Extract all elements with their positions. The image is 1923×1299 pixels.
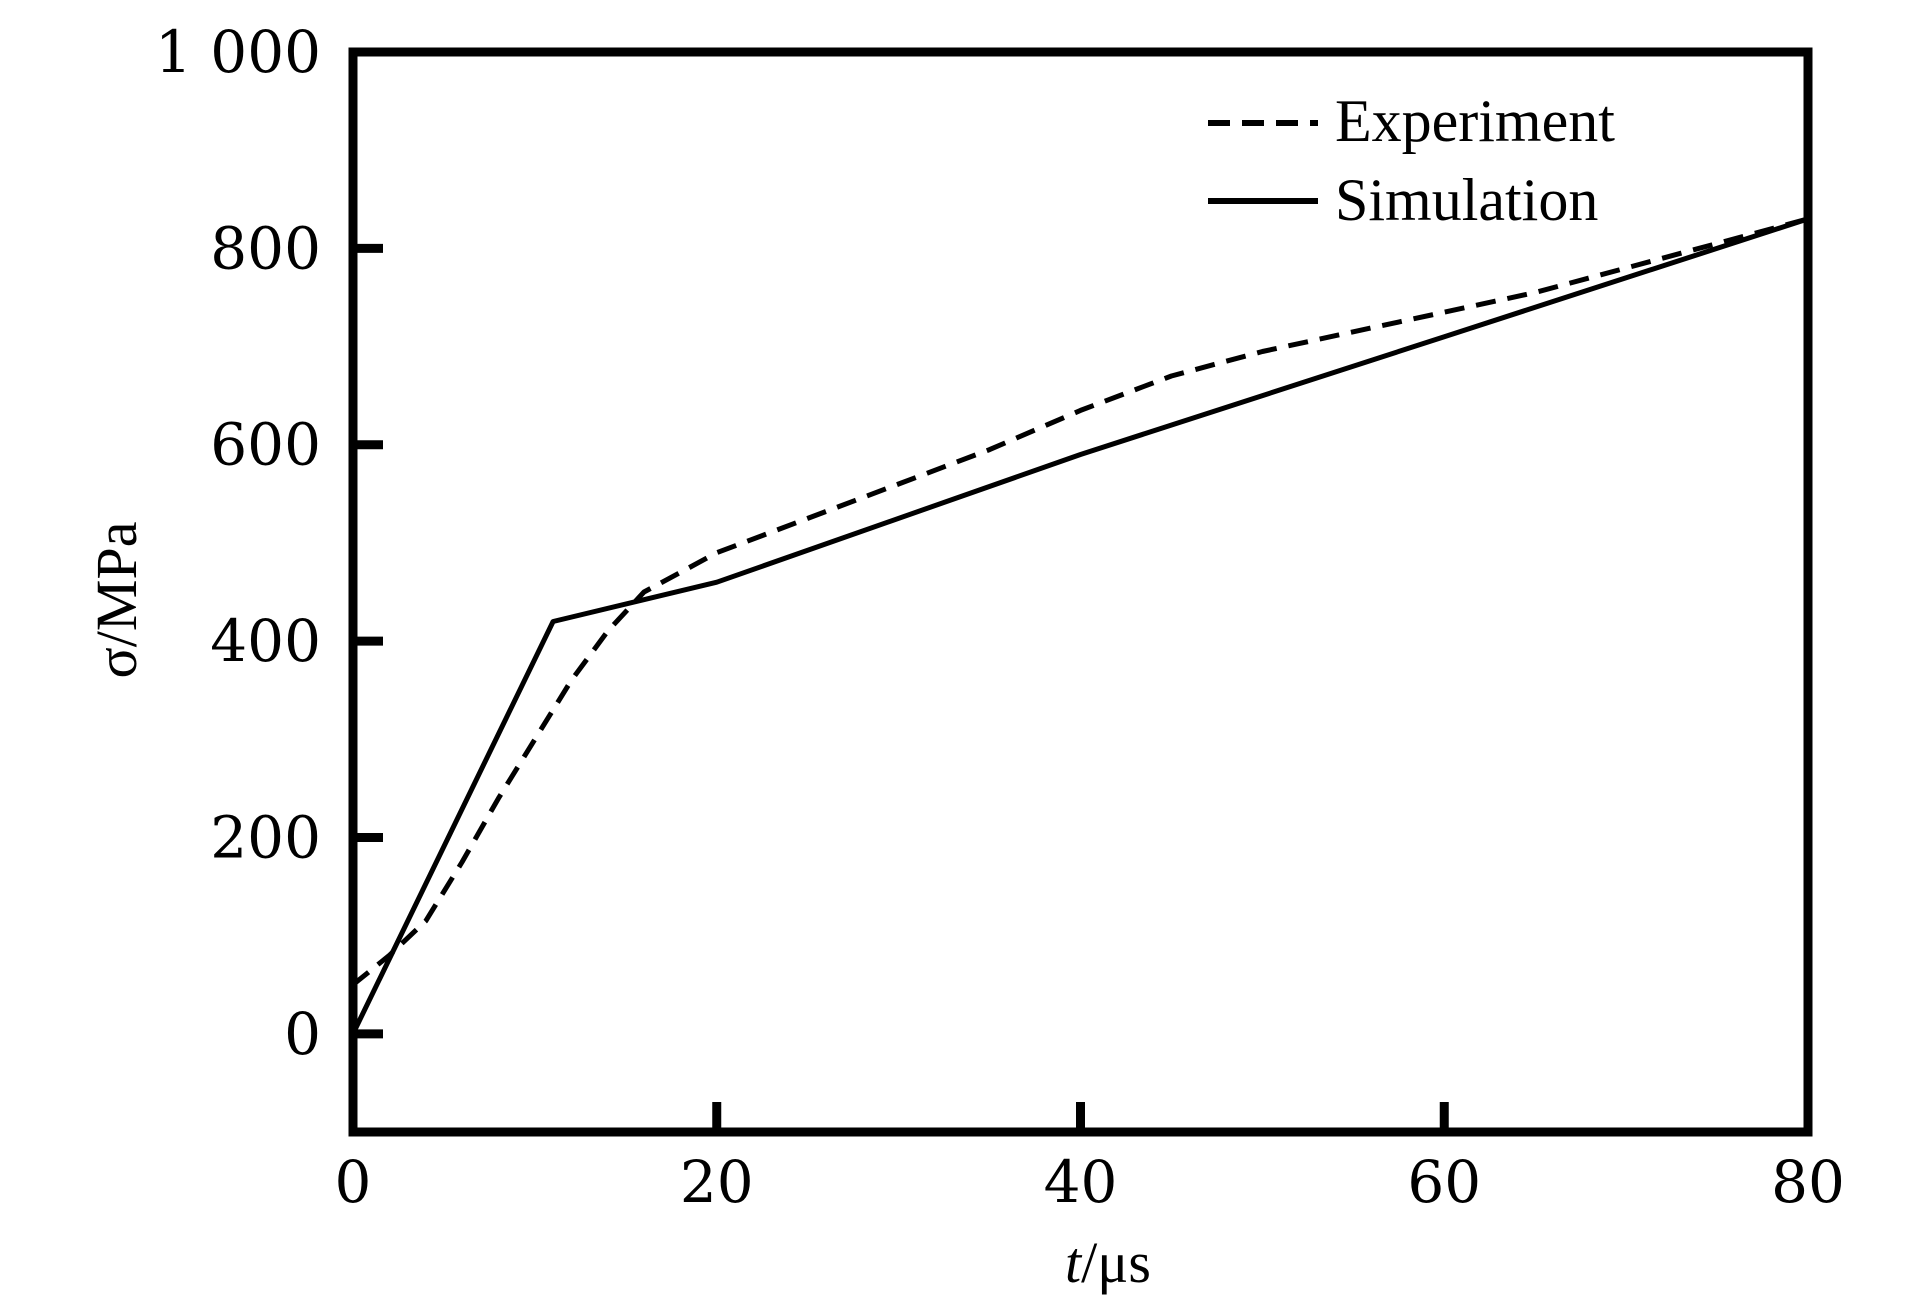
x-axis-title: t/μs — [1065, 1230, 1151, 1295]
y-tick-label: 400 — [210, 607, 321, 675]
y-tick-label: 1 000 — [155, 18, 321, 86]
y-ticks: 0 200 400 600 800 1 000 — [155, 18, 383, 1068]
series-layer — [350, 216, 1809, 1035]
x-tick-label: 80 — [1771, 1148, 1845, 1216]
legend-label-simulation: Simulation — [1335, 167, 1598, 233]
series-line-experiment — [351, 216, 1809, 987]
legend: Experiment Simulation — [1208, 88, 1615, 233]
x-axis-var: t — [1065, 1230, 1083, 1295]
y-tick-label: 200 — [210, 803, 321, 871]
y-axis-title: σ/MPa — [84, 522, 149, 679]
y-tick-label: 800 — [210, 214, 321, 282]
x-tick-label: 0 — [335, 1148, 372, 1216]
legend-label-experiment: Experiment — [1335, 88, 1615, 154]
y-tick-label: 0 — [284, 1000, 321, 1068]
x-axis-unit: /μs — [1081, 1230, 1151, 1295]
x-tick-label: 40 — [1044, 1148, 1118, 1216]
y-tick-label: 600 — [210, 411, 321, 479]
series-line-simulation — [350, 216, 1809, 1035]
x-ticks: 0 20 40 60 80 — [335, 1102, 1845, 1216]
x-tick-label: 20 — [680, 1148, 754, 1216]
x-tick-label: 60 — [1407, 1148, 1481, 1216]
